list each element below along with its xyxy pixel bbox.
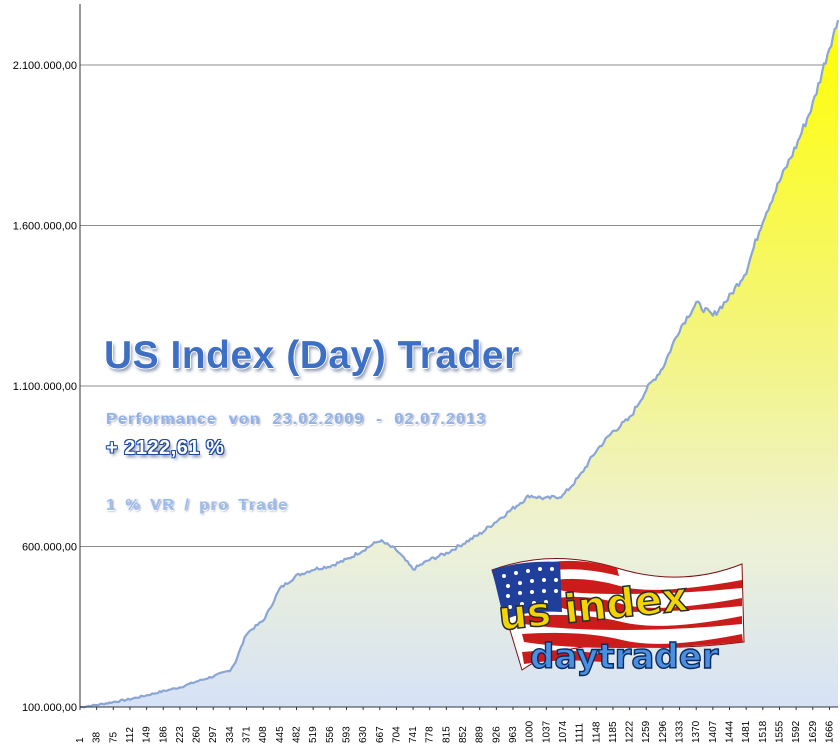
x-tick-label: 334: [225, 726, 236, 743]
x-tick-label: 1370: [691, 720, 702, 743]
x-tick-label: 852: [458, 726, 469, 743]
x-tick-label: 1148: [591, 721, 602, 743]
performance-percent: + 2122,61 %: [106, 437, 225, 459]
x-tick-label: 667: [375, 726, 386, 743]
x-tick-label: 1: [75, 737, 86, 743]
x-tick-label: 1000: [525, 720, 536, 743]
x-tick-label: 223: [175, 726, 186, 743]
x-tick-label: 741: [408, 726, 419, 743]
performance-period: Performance von 23.02.2009 - 02.07.2013: [106, 411, 487, 428]
x-tick-label: 1037: [541, 720, 552, 743]
x-tick-label: 778: [425, 726, 436, 743]
x-tick-label: 482: [292, 726, 303, 743]
x-tick-label: 260: [192, 726, 203, 743]
x-tick-label: 1407: [708, 720, 719, 743]
y-tick-label: 600.000,00: [22, 541, 77, 553]
x-tick-labels: 1 38 75 112 149 186 223 260 297 334 371 408 445 482 51…: [75, 707, 835, 743]
x-tick-label: 1444: [725, 720, 736, 743]
x-tick-label: 889: [475, 726, 486, 743]
equity-line: [79, 19, 840, 709]
x-tick-label: 1666: [824, 720, 835, 743]
x-tick-label: 149: [142, 726, 153, 743]
x-tick-label: 519: [308, 726, 319, 743]
x-tick-label: 1111: [575, 723, 586, 743]
y-tick-label: 1.100.000,00: [13, 381, 77, 393]
chart-overlay-title: US Index (Day) Trader: [104, 334, 520, 377]
x-tick-label: 1259: [641, 720, 652, 743]
x-tick-label: 1185: [608, 721, 619, 743]
x-tick-label: 408: [258, 726, 269, 743]
us-index-daytrader-logo: us index daytrader: [491, 558, 745, 678]
x-tick-label: 1296: [658, 720, 669, 743]
x-tick-label: 1074: [558, 720, 569, 743]
x-tick-label: 186: [158, 726, 169, 743]
us-flag-icon: [491, 558, 745, 671]
x-tick-label: 297: [208, 726, 219, 743]
x-tick-label: 1592: [791, 720, 802, 743]
x-tick-label: 1481: [741, 720, 752, 743]
x-tick-label: 815: [441, 726, 452, 743]
y-tick-label: 100.000,00: [22, 702, 77, 714]
risk-per-trade: 1 % VR / pro Trade: [106, 497, 289, 514]
x-tick-label: 1333: [675, 720, 686, 743]
x-tick-label: 1222: [625, 720, 636, 743]
y-tick-label: 2.100.000,00: [13, 60, 77, 72]
y-tick-label: 1.600.000,00: [13, 220, 77, 232]
x-tick-label: 1555: [774, 720, 785, 743]
y-tick-labels: 100.000,00 600.000,00 1.100.000,00 1.600.00…: [13, 60, 77, 714]
logo-text-daytrader: daytrader: [530, 637, 719, 677]
x-tick-label: 630: [358, 726, 369, 743]
x-tick-label: 371: [242, 726, 253, 743]
x-tick-label: 1518: [758, 720, 769, 743]
x-tick-label: 75: [108, 731, 119, 743]
x-tick-label: 963: [508, 726, 519, 743]
x-tick-label: 593: [341, 726, 352, 743]
equity-area: [80, 20, 838, 708]
x-tick-label: 556: [325, 726, 336, 743]
x-tick-label: 38: [92, 731, 103, 743]
x-tick-label: 1629: [808, 720, 819, 743]
x-tick-label: 926: [491, 726, 502, 743]
x-tick-label: 445: [275, 726, 286, 743]
x-tick-label: 112: [125, 727, 136, 743]
x-tick-label: 704: [391, 726, 402, 743]
